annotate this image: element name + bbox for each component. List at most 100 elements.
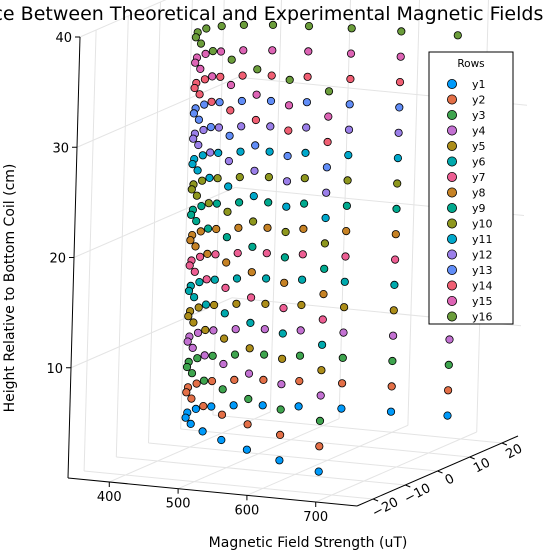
- data-point-y7: [185, 261, 194, 270]
- data-point-y4: [188, 343, 197, 352]
- y-tick-mark: [501, 442, 508, 446]
- data-point-y14: [195, 90, 204, 99]
- legend-marker: [446, 171, 457, 182]
- y-tick-mark: [405, 484, 411, 488]
- data-point-y12: [394, 128, 403, 137]
- data-point-y1: [207, 402, 216, 411]
- data-point-y2: [207, 376, 217, 386]
- legend-marker: [446, 156, 457, 167]
- gridline: [70, 297, 233, 369]
- data-point-y2: [387, 382, 396, 391]
- data-point-y11: [205, 173, 214, 182]
- data-point-y4: [193, 328, 203, 337]
- data-point-y14: [284, 126, 293, 135]
- legend-box: [428, 51, 514, 325]
- data-point-y9: [280, 253, 289, 262]
- data-point-y10: [281, 227, 290, 237]
- data-point-y3: [244, 394, 253, 404]
- data-point-y9: [248, 242, 257, 251]
- data-point-y15: [346, 49, 356, 58]
- data-point-y10: [213, 174, 222, 183]
- data-point-y8: [319, 289, 328, 299]
- data-point-y16: [217, 21, 226, 31]
- legend-label: y2: [472, 94, 486, 107]
- data-point-y10: [192, 191, 201, 200]
- data-point-y5: [201, 325, 210, 335]
- data-point-y6: [246, 318, 255, 327]
- data-point-y8: [280, 278, 289, 287]
- legend-label: y16: [472, 311, 493, 324]
- legend-label: y4: [472, 125, 486, 138]
- legend-label: y12: [472, 249, 493, 262]
- data-point-y12: [266, 122, 275, 131]
- legend-title: Rows: [457, 58, 484, 70]
- data-point-y7: [341, 252, 350, 261]
- data-point-y4: [183, 337, 192, 346]
- data-point-y12: [344, 125, 354, 134]
- data-point-y12: [189, 134, 198, 143]
- legend-marker: [446, 202, 457, 213]
- data-point-y1: [386, 407, 396, 416]
- legend-marker: [446, 187, 457, 198]
- data-point-y6: [201, 300, 211, 309]
- data-point-y10: [300, 174, 309, 183]
- data-point-y1: [337, 404, 346, 413]
- data-point-y3: [208, 351, 217, 360]
- data-point-y6: [195, 277, 204, 287]
- data-point-y13: [189, 109, 198, 118]
- data-point-y6: [317, 340, 327, 349]
- data-point-y15: [268, 46, 277, 55]
- y-tick-mark: [437, 470, 443, 474]
- legend-marker: [446, 295, 457, 306]
- data-point-y16: [239, 20, 248, 29]
- x-tick-label: 500: [166, 497, 191, 512]
- data-point-y3: [218, 385, 227, 394]
- legend-marker: [446, 249, 457, 260]
- legend: Rows y1y2y3y4y5y6y7y8y9y10y11y12y13y14y1…: [428, 51, 514, 325]
- data-point-y8: [186, 236, 195, 245]
- data-point-y11: [214, 148, 223, 157]
- data-point-y2: [182, 388, 191, 397]
- data-point-y12: [250, 166, 259, 175]
- data-point-y7: [298, 250, 307, 259]
- data-point-y2: [187, 394, 196, 403]
- data-point-y2: [243, 420, 252, 429]
- data-point-y5: [184, 312, 193, 321]
- data-point-y2: [275, 430, 285, 439]
- data-point-y3: [259, 350, 269, 359]
- data-point-y9: [264, 198, 273, 207]
- data-point-y4: [339, 328, 348, 337]
- data-point-y12: [194, 140, 203, 150]
- data-point-y14: [346, 74, 355, 84]
- data-point-y7: [190, 267, 199, 276]
- data-point-y8: [263, 223, 272, 232]
- gridline: [148, 442, 438, 472]
- gridline: [212, 414, 502, 444]
- chart-title: Difference Between Theoretical and Exper…: [0, 3, 543, 25]
- data-point-y16: [208, 46, 217, 56]
- data-point-y13: [322, 163, 331, 172]
- data-point-y9: [392, 204, 401, 213]
- y-tick-mark: [469, 456, 475, 460]
- data-point-y15: [226, 80, 236, 90]
- data-point-y16: [191, 33, 200, 42]
- data-point-y7: [196, 252, 205, 261]
- data-point-y8: [234, 223, 243, 232]
- legend-label: y5: [472, 140, 486, 153]
- data-point-y14: [251, 115, 260, 125]
- z-tick-label: 10: [46, 362, 63, 377]
- data-point-y13: [206, 123, 215, 132]
- data-point-y3: [388, 356, 397, 366]
- data-point-y2: [295, 376, 304, 386]
- legend-label: y1: [472, 78, 486, 91]
- data-point-y1: [181, 413, 190, 422]
- data-point-y6: [190, 293, 199, 302]
- data-point-y14: [303, 72, 312, 81]
- data-point-y9: [342, 201, 351, 210]
- data-point-y9: [222, 233, 231, 242]
- data-point-y1: [191, 404, 200, 413]
- legend-label: y14: [472, 280, 493, 293]
- gridline: [73, 187, 236, 258]
- data-point-y4: [209, 326, 218, 335]
- data-point-y14: [200, 75, 209, 84]
